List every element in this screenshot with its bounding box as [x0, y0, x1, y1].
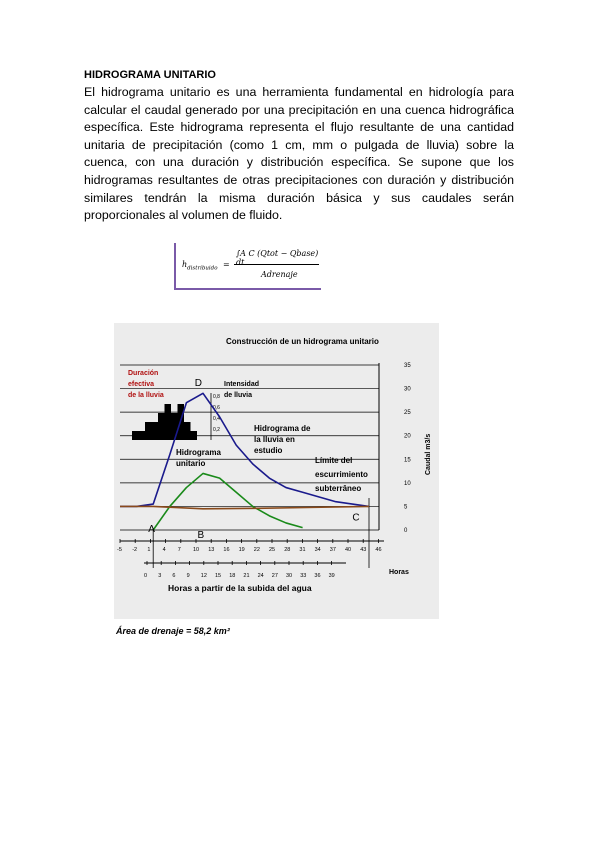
drainage-area-caption: Área de drenaje = 58,2 km² — [116, 626, 230, 636]
y-tick-30: 30 — [404, 387, 411, 393]
intensity-label-2: de lluvia — [224, 392, 252, 399]
annotation-unit-2: unitario — [176, 459, 205, 468]
y-axis-label: Caudal m3/s — [425, 434, 432, 475]
x-tick-1: 1 — [147, 547, 150, 553]
x2-tick-18: 18 — [229, 573, 235, 579]
y-tick-10: 10 — [404, 481, 411, 487]
point-label-B: B — [197, 530, 204, 541]
distribution-formula: hdistribuido = ∫A C (Qtot − Qbase) dt Ad… — [174, 243, 321, 290]
x-tick-25: 25 — [269, 547, 275, 553]
point-label-C: C — [352, 513, 359, 524]
annotation-study-3: estudio — [254, 446, 283, 455]
intensity-label-1: Intensidad — [224, 381, 259, 388]
rain-bar-6 — [171, 413, 178, 440]
section-heading: HIDROGRAMA UNITARIO — [84, 69, 216, 81]
x-tick--2: -2 — [132, 547, 137, 553]
x2-tick-15: 15 — [215, 573, 221, 579]
x2-tick-12: 12 — [201, 573, 207, 579]
x2-tick-9: 9 — [187, 573, 190, 579]
x-tick-7: 7 — [178, 547, 181, 553]
y-tick-25: 25 — [404, 410, 411, 416]
x2-tick-6: 6 — [172, 573, 175, 579]
x2-tick-39: 39 — [329, 573, 335, 579]
rain-bar-9 — [190, 431, 197, 440]
formula-fraction-bar — [234, 264, 319, 265]
x-tick-46: 46 — [375, 547, 381, 553]
y-tick-20: 20 — [404, 434, 411, 440]
intensity-tick-2: 0,6 — [213, 405, 220, 411]
rain-bar-0 — [132, 431, 139, 440]
rain-bar-2 — [145, 422, 152, 440]
rain-bar-4 — [158, 413, 165, 440]
x2-tick-33: 33 — [300, 573, 306, 579]
point-label-D: D — [195, 378, 202, 389]
x-tick--5: -5 — [117, 547, 122, 553]
y-tick-0: 0 — [404, 528, 408, 534]
chart-background — [114, 323, 439, 619]
x-tick-40: 40 — [345, 547, 351, 553]
x-tick-28: 28 — [284, 547, 290, 553]
x-tick-31: 31 — [299, 547, 305, 553]
rain-label-1: Duración — [128, 370, 158, 377]
x-tick-13: 13 — [208, 547, 214, 553]
x2-axis-label: Horas a partir de la subida del agua — [168, 583, 312, 593]
series-layer: A B C D — [120, 378, 370, 541]
series-line-0 — [120, 392, 370, 508]
x-tick-4: 4 — [163, 547, 166, 553]
intensity-tick-3: 0,8 — [213, 394, 220, 400]
x2-tick-21: 21 — [243, 573, 249, 579]
y-tick-5: 5 — [404, 504, 408, 510]
x-tick-16: 16 — [223, 547, 229, 553]
x-tick-10: 10 — [193, 547, 199, 553]
x-axis-label: Horas — [389, 569, 409, 576]
formula-lhs: hdistribuido — [182, 260, 218, 272]
rain-bar-1 — [138, 431, 145, 440]
x2-tick-27: 27 — [272, 573, 278, 579]
rain-label-3: de la lluvia — [128, 392, 164, 399]
formula-equals: = — [223, 260, 230, 269]
x-tick-34: 34 — [315, 547, 321, 553]
formula-numerator: ∫A C (Qtot − Qbase) dt — [236, 249, 319, 267]
x2-tick-24: 24 — [258, 573, 264, 579]
x2-tick-3: 3 — [158, 573, 161, 579]
intensity-tick-0: 0,2 — [213, 427, 220, 433]
rain-bar-8 — [184, 422, 191, 440]
x2-tick-30: 30 — [286, 573, 292, 579]
x-tick-37: 37 — [330, 547, 336, 553]
x-tick-19: 19 — [239, 547, 245, 553]
annotation-base-2: escurrimiento — [315, 470, 368, 479]
series-line-1 — [152, 472, 303, 531]
rain-label-2: efectiva — [128, 381, 154, 388]
body-paragraph: El hidrograma unitario es una herramient… — [84, 85, 514, 223]
annotation-study-1: Hidrograma de — [254, 424, 311, 433]
annotation-base-3: subterrâneo — [315, 484, 361, 493]
annotation-unit-1: Hidrograma — [176, 448, 221, 457]
x-tick-43: 43 — [360, 547, 366, 553]
annotation-study-2: la lluvia en — [254, 435, 295, 444]
annotation-base-1: Límite del — [315, 456, 352, 465]
chart-title: Construcción de un hidrograma unitario — [226, 337, 379, 346]
series-line-2 — [120, 505, 370, 510]
x2-tick-0: 0 — [144, 573, 147, 579]
hydrograph-chart: Construcción de un hidrograma unitario 0… — [114, 323, 439, 619]
x-tick-22: 22 — [254, 547, 260, 553]
formula-denominator: Adrenaje — [261, 270, 298, 279]
y-tick-35: 35 — [404, 363, 411, 369]
intensity-tick-1: 0,4 — [213, 416, 220, 422]
y-tick-15: 15 — [404, 457, 411, 463]
point-label-A: A — [148, 524, 155, 535]
rain-bar-5 — [164, 404, 171, 440]
rain-bar-3 — [151, 422, 158, 440]
x2-tick-36: 36 — [314, 573, 320, 579]
